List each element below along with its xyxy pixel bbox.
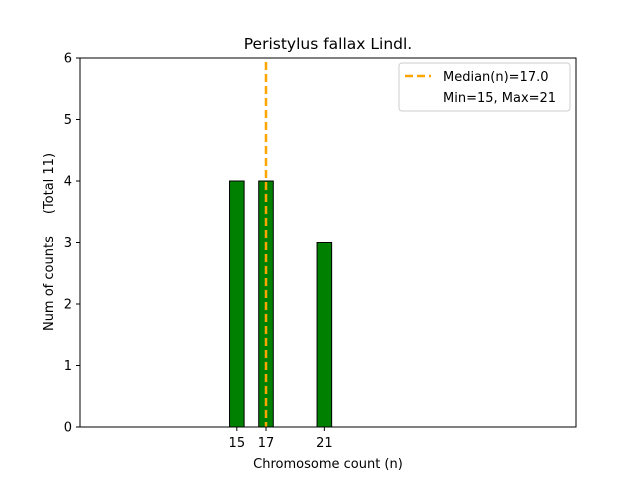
x-tick-label-17: 17 [258, 436, 275, 451]
x-axis-label: Chromosome count (n) [253, 457, 403, 472]
chart-title: Peristylus fallax Lindl. [244, 35, 412, 53]
y-tick-label-2: 2 [64, 298, 72, 313]
plot-area [79, 57, 577, 428]
x-tick-label-15: 15 [229, 436, 246, 451]
legend-range-label: Min=15, Max=21 [443, 91, 556, 106]
y-tick-label-6: 6 [64, 52, 72, 67]
y-tick-label-3: 3 [64, 236, 72, 251]
bar-15 [229, 180, 245, 428]
y-tick-label-4: 4 [64, 175, 72, 190]
y-tick-label-0: 0 [64, 421, 72, 436]
y-axis-label-main: Num of counts [42, 236, 57, 331]
y-tick-label-1: 1 [64, 359, 72, 374]
x-axis-ticks: 15 17 21 [229, 427, 333, 451]
legend-frame [398, 62, 571, 112]
y-tick-label-5: 5 [64, 113, 72, 128]
y-axis-label-group: Num of counts (Total 11) [42, 153, 57, 331]
bar-21 [316, 242, 333, 428]
y-axis-ticks: 0 1 2 3 4 5 6 [64, 52, 80, 436]
legend: Median(n)=17.0 Min=15, Max=21 [398, 62, 571, 112]
legend-median-label: Median(n)=17.0 [443, 70, 549, 85]
y-axis-label: Num of counts (Total 11) [42, 153, 57, 331]
x-tick-label-21: 21 [316, 436, 333, 451]
y-axis-label-total: (Total 11) [42, 153, 57, 214]
